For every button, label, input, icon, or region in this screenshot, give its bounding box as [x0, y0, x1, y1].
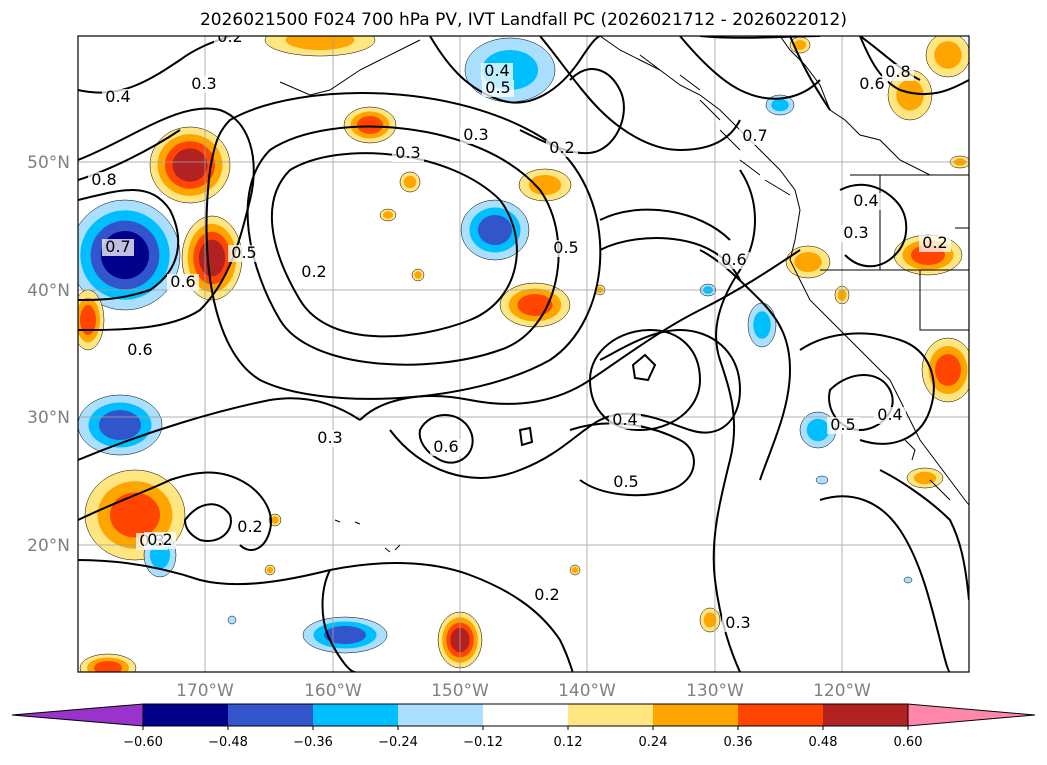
shaded-blob: [411, 268, 425, 282]
lat-label-20n: 20°N: [27, 536, 70, 556]
map-frame: [77, 35, 970, 673]
contour-label: 0.2: [147, 530, 172, 549]
shaded-blob: [79, 653, 137, 672]
shaded-blob: [747, 302, 777, 348]
shaded-blob: [379, 208, 397, 222]
shaded-blob: [699, 607, 721, 633]
contour-label: 0.5: [830, 415, 855, 434]
contour-label: 0.6: [170, 272, 195, 291]
shaded-blob: [887, 69, 933, 121]
shaded-blob: [815, 475, 829, 485]
lon-label-150w: 150°W: [431, 681, 489, 701]
lat-label-40n: 40°N: [27, 281, 70, 301]
contour-label: 0.4: [853, 191, 878, 210]
colorbar-tick-label: −0.36: [293, 735, 333, 750]
lon-label-120w: 120°W: [813, 681, 871, 701]
contour-label: 0.2: [217, 27, 242, 46]
lon-label-170w: 170°W: [176, 681, 234, 701]
colorbar-segment: [568, 704, 653, 726]
contour-label: 0.2: [922, 233, 947, 252]
contour-label: 0.4: [484, 61, 509, 80]
contour-label: 0.2: [301, 262, 326, 281]
contour-label: 0.7: [105, 237, 130, 256]
colorbar-segment: [398, 704, 483, 726]
lat-label-50n: 50°N: [27, 153, 70, 173]
colorbar-segment: [313, 704, 398, 726]
shaded-blob: [925, 36, 969, 78]
contour-label: 0.3: [191, 74, 216, 93]
contour-label: 0.7: [742, 126, 767, 145]
colorbar-max-arrow: [907, 703, 1036, 727]
colorbar-tick-label: −0.24: [378, 735, 418, 750]
contour-label: 0.3: [463, 125, 488, 144]
colorbar-min-arrow: [11, 703, 144, 727]
shaded-blob: [518, 168, 572, 202]
contour-label: 0.3: [317, 428, 342, 447]
contour-label: 0.3: [843, 223, 868, 242]
contour-label: 0.3: [725, 613, 750, 632]
colorbar-tick-label: −0.12: [463, 735, 503, 750]
colorbar: −0.60 −0.48 −0.36 −0.24 −0.12 0.12 0.24 0.36 0.4…: [11, 703, 1036, 750]
shaded-blob: [268, 513, 282, 527]
contour-label: 0.5: [613, 472, 638, 491]
lon-label-160w: 160°W: [304, 681, 362, 701]
contour-labels: 0.20.40.3 0.50.40.30.60.70.80.80.30.30.20…: [88, 27, 951, 632]
lon-label-140w: 140°W: [558, 681, 616, 701]
map-area: 0.20.40.3 0.50.40.30.60.70.80.80.30.30.20…: [78, 27, 969, 672]
contour-label: 0.3: [395, 143, 420, 162]
contour-label: 0.2: [237, 517, 262, 536]
coastlines: [279, 36, 969, 553]
colorbar-tick-label: −0.60: [123, 735, 163, 750]
shaded-blob: [785, 245, 831, 279]
contour-label: 0.6: [721, 250, 746, 269]
contour-label: 0.5: [231, 243, 256, 262]
contour-label: 0.6: [127, 340, 152, 359]
shaded-blob: [765, 94, 795, 116]
colorbar-tick-label: 0.12: [554, 735, 583, 750]
contour-label: 0.6: [859, 74, 884, 93]
shaded-blob: [227, 615, 237, 625]
shaded-blob: [78, 394, 163, 456]
colorbar-tick-label: 0.60: [894, 735, 923, 750]
contour-label: 0.2: [549, 138, 574, 157]
colorbar-tick-label: 0.36: [724, 735, 753, 750]
shaded-blob: [789, 36, 811, 54]
shaded-blob: [302, 616, 388, 654]
colorbar-segment: [483, 704, 568, 726]
shaded-blob: [264, 36, 376, 57]
contour-label: 0.8: [885, 62, 910, 81]
shaded-blob: [343, 106, 397, 144]
colorbar-segment: [823, 704, 908, 726]
contour-label: 0.4: [105, 87, 130, 106]
contour-label: 0.8: [91, 170, 116, 189]
colorbar-tick-label: 0.48: [809, 735, 838, 750]
shaded-blob: [399, 171, 421, 193]
shaded-blob: [460, 199, 530, 261]
contour-label: 0.5: [485, 78, 510, 97]
contour-label: 0.2: [534, 585, 559, 604]
shaded-blob: [264, 564, 276, 576]
shaded-blob: [921, 337, 969, 403]
colorbar-segment: [738, 704, 823, 726]
lon-label-130w: 130°W: [686, 681, 744, 701]
colorbar-tick-label: 0.24: [639, 735, 668, 750]
lat-label-30n: 30°N: [27, 408, 70, 428]
shaded-blob: [569, 564, 581, 576]
shaded-blob: [149, 126, 231, 204]
shaded-blob: [78, 199, 181, 311]
colorbar-segment: [143, 704, 228, 726]
contour-label: 0.6: [433, 437, 458, 456]
shaded-blob: [903, 576, 913, 584]
contour-label: 0.5: [553, 238, 578, 257]
colorbar-segment: [228, 704, 313, 726]
contour-lines: [78, 36, 969, 672]
contour-label: 0.4: [877, 405, 902, 424]
colorbar-tick-label: −0.48: [208, 735, 248, 750]
contour-label: 0.4: [612, 410, 637, 429]
colorbar-segment: [653, 704, 738, 726]
map-title: 2026021500 F024 700 hPa PV, IVT Landfall…: [199, 10, 847, 30]
shaded-blob: [906, 467, 944, 489]
